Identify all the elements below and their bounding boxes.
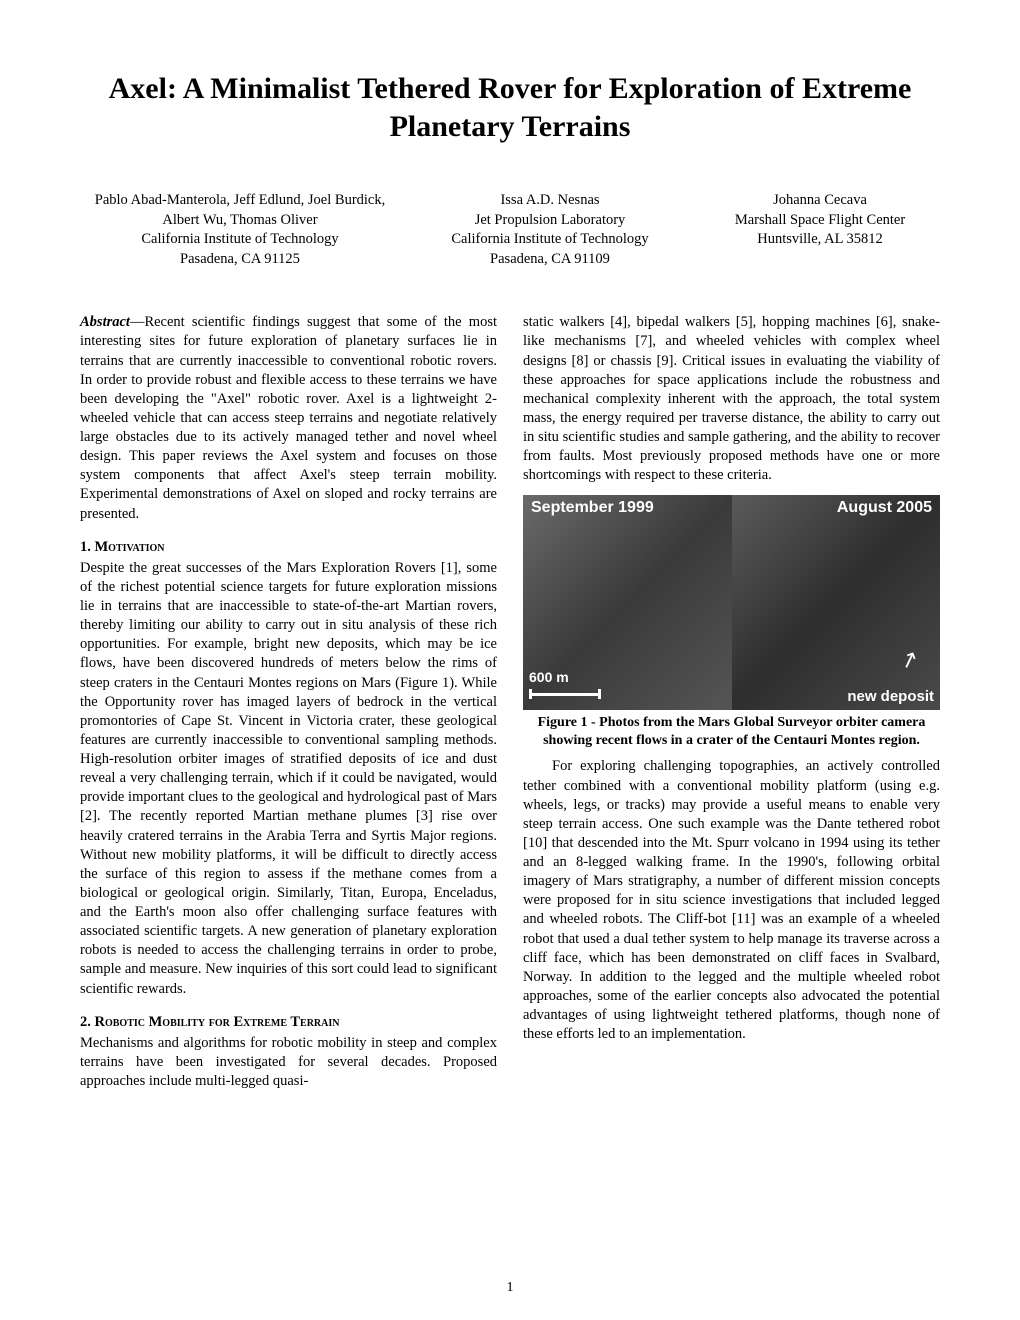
author-block-2: Issa A.D. Nesnas Jet Propulsion Laborato… <box>430 191 670 269</box>
paper-title: Axel: A Minimalist Tethered Rover for Ex… <box>80 70 940 145</box>
author-affil-2b: California Institute of Technology <box>430 230 670 250</box>
author-affil-2a: Jet Propulsion Laboratory <box>430 211 670 231</box>
body-columns: Abstract—Recent scientific findings sugg… <box>80 313 940 1091</box>
author-row: Pablo Abad-Manterola, Jeff Edlund, Joel … <box>80 191 940 269</box>
author-names-3: Johanna Cecava <box>700 191 940 211</box>
abstract-paragraph: Abstract—Recent scientific findings sugg… <box>80 313 497 523</box>
author-names-1: Pablo Abad-Manterola, Jeff Edlund, Joel … <box>80 191 400 230</box>
figure-1-image: September 1999 August 2005 600 m ↗ new d… <box>523 495 940 710</box>
right-para-2: For exploring challenging topographies, … <box>523 757 940 1044</box>
author-names-2: Issa A.D. Nesnas <box>430 191 670 211</box>
figure-1-panel-right <box>732 495 941 710</box>
right-para-1: static walkers [4], bipedal walkers [5],… <box>523 313 940 485</box>
author-affil-3: Marshall Space Flight Center <box>700 211 940 231</box>
page: Axel: A Minimalist Tethered Rover for Ex… <box>0 0 1020 1320</box>
page-number: 1 <box>0 1280 1020 1296</box>
author-loc-3: Huntsville, AL 35812 <box>700 230 940 250</box>
figure-1-caption: Figure 1 - Photos from the Mars Global S… <box>523 714 940 749</box>
section-2-heading: 2. Robotic Mobility for Extreme Terrain <box>80 1013 497 1032</box>
figure-1-annotation: new deposit <box>847 687 934 707</box>
author-block-3: Johanna Cecava Marshall Space Flight Cen… <box>700 191 940 269</box>
abstract-text: —Recent scientific findings suggest that… <box>80 314 497 521</box>
author-loc-1: Pasadena, CA 91125 <box>80 250 400 270</box>
section-1-heading: 1. Motivation <box>80 538 497 557</box>
figure-1-scale-text: 600 m <box>529 668 569 686</box>
section-1-body: Despite the great successes of the Mars … <box>80 559 497 999</box>
abstract-label: Abstract <box>80 314 130 330</box>
figure-1-label-right: August 2005 <box>833 497 936 518</box>
right-column: static walkers [4], bipedal walkers [5],… <box>523 313 940 1091</box>
author-loc-2: Pasadena, CA 91109 <box>430 250 670 270</box>
section-2-body-left: Mechanisms and algorithms for robotic mo… <box>80 1034 497 1091</box>
figure-1: September 1999 August 2005 600 m ↗ new d… <box>523 495 940 749</box>
figure-1-label-left: September 1999 <box>527 497 658 518</box>
author-affil-1: California Institute of Technology <box>80 230 400 250</box>
author-block-1: Pablo Abad-Manterola, Jeff Edlund, Joel … <box>80 191 400 269</box>
figure-1-scale-bar <box>529 693 601 696</box>
left-column: Abstract—Recent scientific findings sugg… <box>80 313 497 1091</box>
